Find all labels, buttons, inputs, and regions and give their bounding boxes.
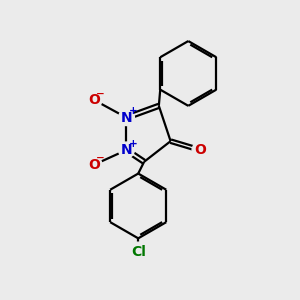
Circle shape xyxy=(129,242,148,261)
Text: −: − xyxy=(96,153,105,163)
Circle shape xyxy=(86,157,102,173)
Text: −: − xyxy=(96,88,105,98)
Text: Cl: Cl xyxy=(131,244,146,259)
Circle shape xyxy=(86,92,102,108)
Text: N: N xyxy=(121,111,132,124)
Text: O: O xyxy=(88,158,100,172)
Circle shape xyxy=(192,142,208,158)
Circle shape xyxy=(118,110,134,126)
Text: O: O xyxy=(88,93,100,107)
Text: +: + xyxy=(128,139,137,148)
Text: +: + xyxy=(128,106,137,116)
Text: O: O xyxy=(194,143,206,157)
Text: N: N xyxy=(121,143,132,157)
Circle shape xyxy=(118,142,134,158)
